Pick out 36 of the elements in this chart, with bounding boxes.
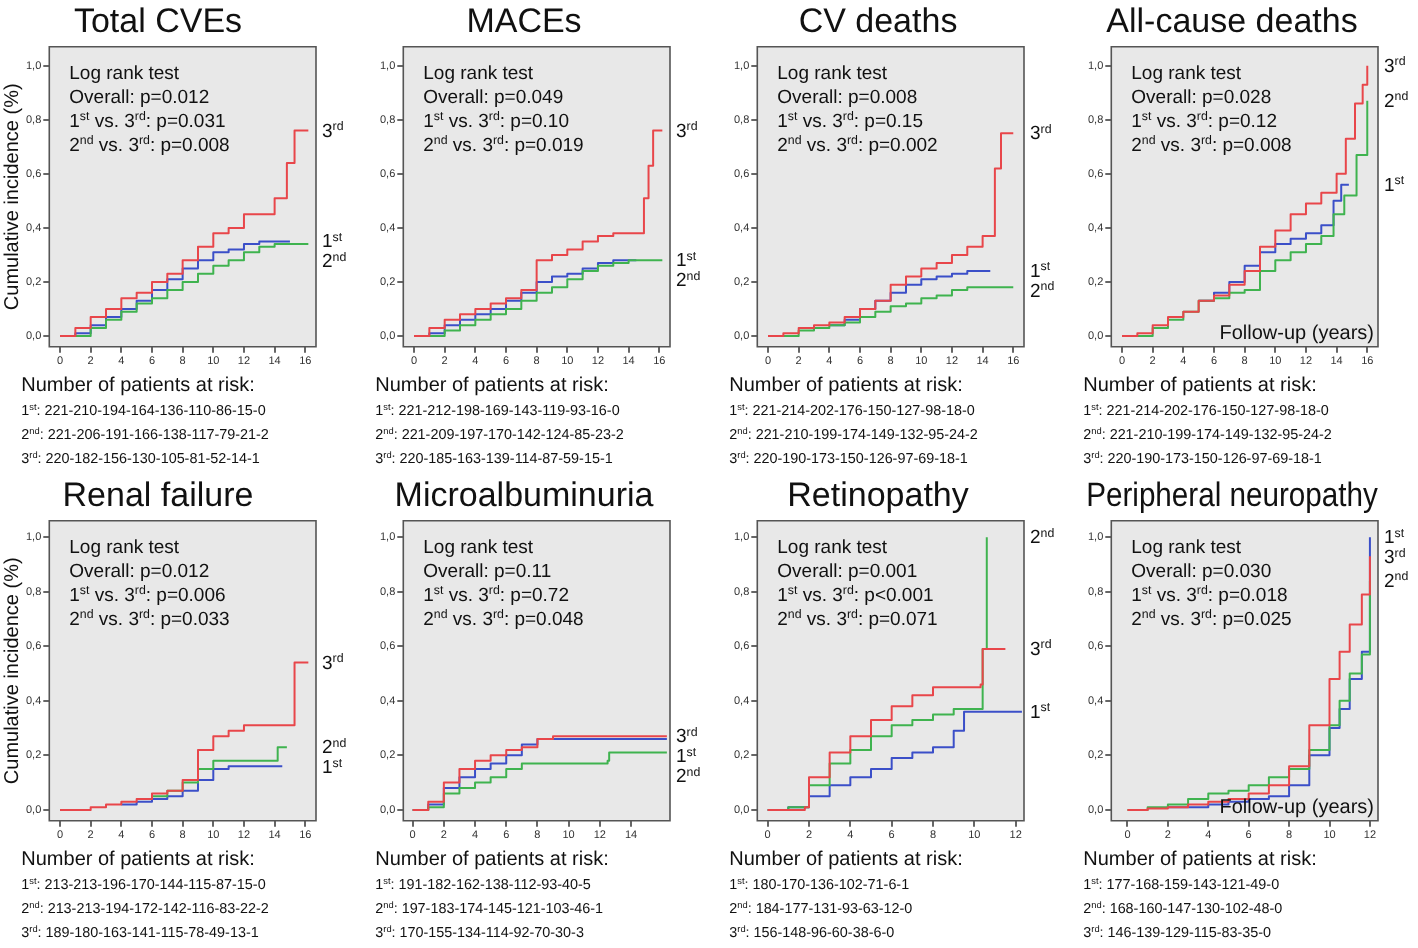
text: Number of patients at risk:: [1083, 374, 1317, 397]
y-axis-title: Cumulative incidence (%): [1, 557, 24, 785]
text: Number of patients at risk:: [375, 848, 609, 871]
text: Number of patients at risk:: [1083, 848, 1317, 871]
annotation: Overall: p=0.001: [777, 560, 918, 583]
chart-title: Total CVEs: [73, 1, 243, 40]
annotation: Log rank test: [69, 536, 180, 559]
annotation: Overall: p=0.049: [423, 86, 564, 109]
annotation: Overall: p=0.012: [69, 560, 210, 583]
annotation: Overall: p=0.028: [1131, 86, 1272, 109]
x-axis-title: Follow-up (years): [1219, 322, 1375, 345]
y-axis-title: Cumulative incidence (%): [1, 83, 24, 311]
annotation: Overall: p=0.008: [777, 86, 918, 109]
text: Number of patients at risk:: [729, 374, 963, 397]
annotation: Log rank test: [1131, 62, 1242, 85]
annotation: Overall: p=0.11: [423, 560, 552, 583]
x-axis-title: Follow-up (years): [1219, 796, 1375, 819]
annotation: Log rank test: [423, 62, 534, 85]
annotation: Overall: p=0.030: [1131, 560, 1272, 583]
chart-title: Renal failure: [62, 475, 254, 514]
text: Number of patients at risk:: [729, 848, 963, 871]
text: Number of patients at risk:: [21, 374, 255, 397]
annotation: Log rank test: [69, 62, 180, 85]
chart-title: Retinopathy: [787, 475, 970, 514]
annotation: Log rank test: [423, 536, 534, 559]
text: Number of patients at risk:: [375, 374, 609, 397]
annotation: Overall: p=0.012: [69, 86, 210, 109]
annotation: Log rank test: [1131, 536, 1242, 559]
chart-title: Microalbuminuria: [394, 475, 655, 514]
text: Number of patients at risk:: [21, 848, 255, 871]
annotation: Log rank test: [777, 536, 888, 559]
chart-title: MACEs: [466, 1, 582, 40]
chart-title: CV deaths: [798, 1, 958, 40]
chart-title: Peripheral neuropathy: [1086, 478, 1378, 515]
chart-title: All-cause deaths: [1106, 1, 1358, 40]
annotation: Log rank test: [777, 62, 888, 85]
